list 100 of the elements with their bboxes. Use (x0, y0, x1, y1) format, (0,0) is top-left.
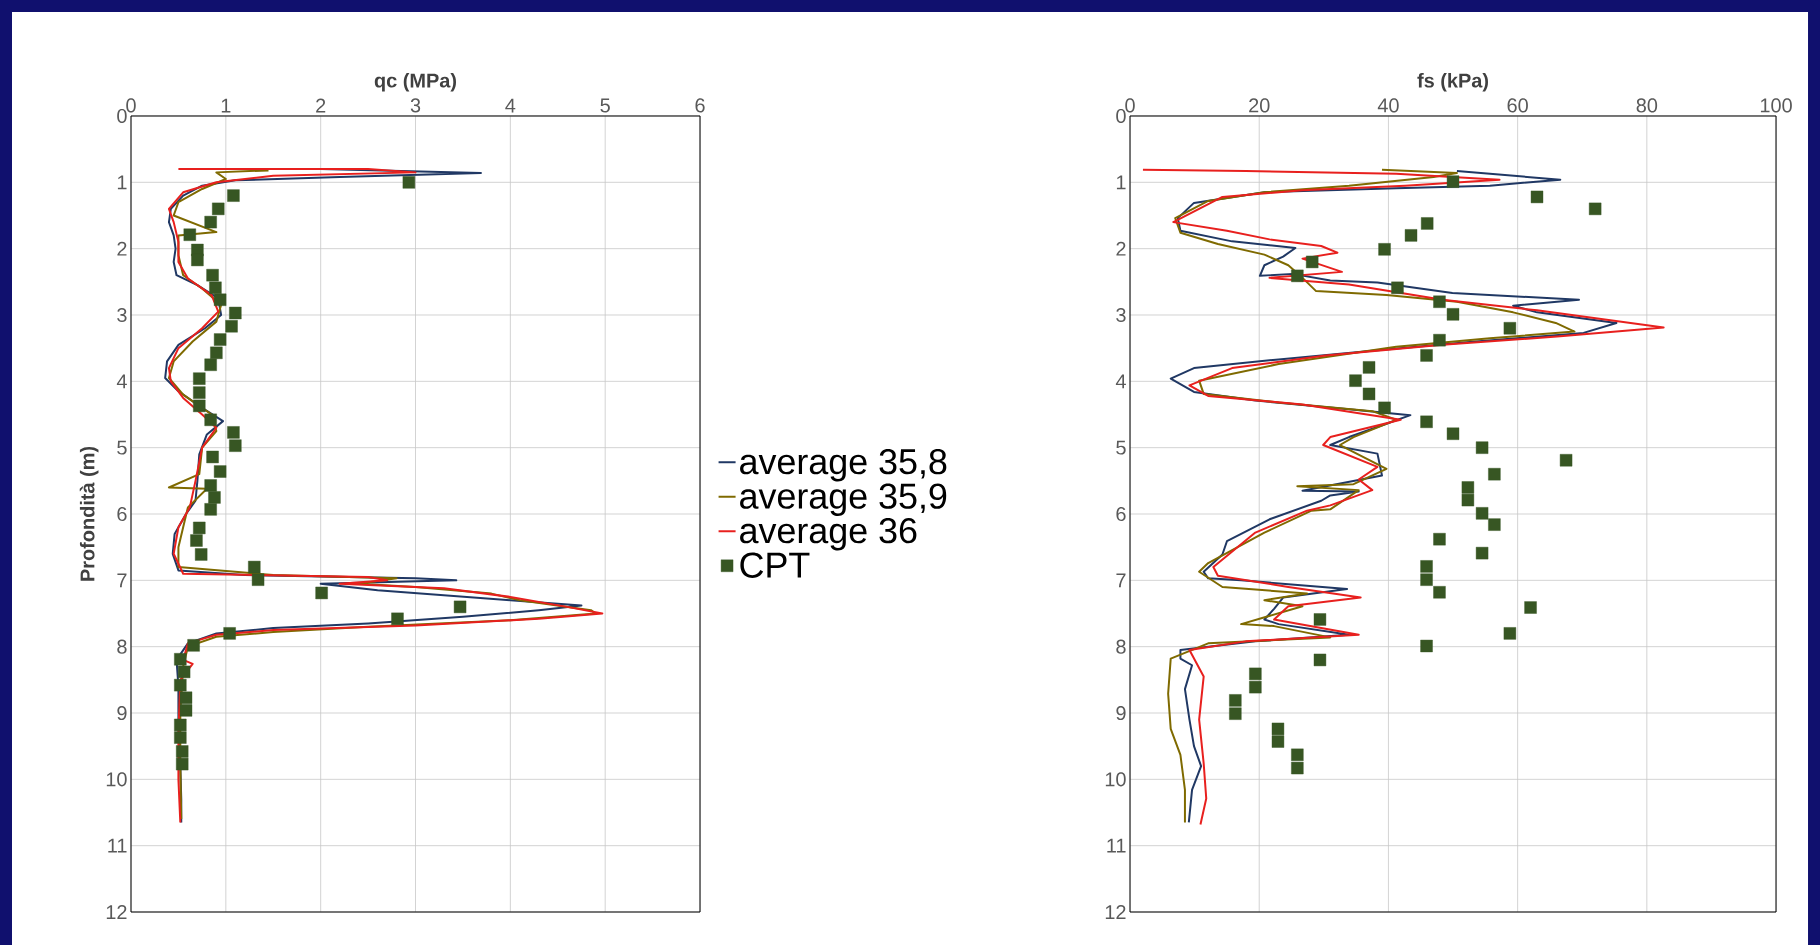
point (453, 600, 467, 614)
x-tick-label: 1 (221, 98, 231, 113)
point (1475, 507, 1489, 520)
point (1291, 269, 1304, 283)
point (1420, 415, 1433, 428)
point (1313, 653, 1327, 667)
point (227, 426, 240, 439)
point (1420, 349, 1433, 362)
point (204, 358, 217, 371)
y-tick-label: 0 (1116, 108, 1126, 124)
point (193, 386, 206, 399)
point (1249, 667, 1262, 681)
y-tick-label: 4 (1115, 374, 1126, 389)
x-tick-label: 3 (410, 98, 421, 113)
point (204, 215, 217, 229)
point (212, 202, 225, 216)
point (1433, 533, 1446, 546)
x-tick-label: 4 (505, 98, 516, 113)
y-tick-label: 9 (117, 705, 127, 721)
point (1524, 601, 1537, 614)
point (1291, 748, 1304, 761)
point (1488, 518, 1501, 531)
y-tick-label: 9 (1116, 705, 1126, 721)
y-tick-label: 4 (116, 374, 127, 389)
point (193, 372, 206, 385)
point (229, 306, 242, 320)
point (1362, 361, 1376, 374)
point (193, 399, 206, 413)
x-tick-label: 5 (600, 98, 610, 113)
point (1362, 387, 1376, 401)
y-tick-label: 5 (1116, 440, 1126, 455)
x-tick-label: 60 (1507, 98, 1528, 113)
point (1349, 374, 1362, 387)
point (1391, 281, 1404, 294)
y-tick-label: 7 (117, 573, 127, 588)
point (187, 639, 200, 652)
y-tick-label: 10 (1105, 772, 1126, 787)
point (315, 586, 328, 600)
point (1559, 454, 1573, 467)
point (1461, 493, 1475, 507)
y-tick-label: 8 (117, 639, 127, 654)
x-tick-label: 2 (316, 98, 326, 113)
point (206, 450, 219, 464)
point (1433, 586, 1446, 599)
point (213, 333, 227, 346)
point (1271, 735, 1285, 748)
point (1420, 639, 1433, 653)
point (1306, 255, 1319, 269)
y-tick-label: 1 (1116, 175, 1126, 190)
point (1530, 190, 1544, 204)
y-tick-label: 12 (106, 905, 127, 919)
x-tick-label: 6 (695, 98, 705, 113)
point (174, 718, 187, 732)
y-tick-label: 5 (117, 440, 127, 455)
x-tick-label: 100 (1760, 98, 1792, 113)
x-tick-label: 40 (1377, 98, 1399, 113)
point (1475, 441, 1489, 454)
x-tick-label: 20 (1249, 98, 1270, 113)
point (1446, 175, 1460, 188)
y-tick-label: 12 (1105, 905, 1126, 919)
point (191, 253, 204, 267)
point (179, 704, 193, 717)
y-tick-label: 10 (106, 772, 127, 787)
y-tick-label: 3 (117, 307, 127, 323)
point (174, 731, 187, 744)
x-axis-title: fs (kPa) (1417, 72, 1488, 92)
point (1313, 613, 1327, 626)
point (1461, 481, 1475, 494)
point (195, 548, 208, 561)
point (402, 176, 416, 189)
point (213, 465, 227, 478)
y-tick-label: 11 (1107, 838, 1126, 853)
point (1229, 694, 1242, 707)
point (213, 293, 227, 306)
point (1446, 308, 1460, 321)
point (179, 691, 193, 704)
point (229, 439, 242, 452)
legend-label: average 35,8 (740, 448, 947, 482)
point (1421, 217, 1434, 230)
point (176, 745, 189, 758)
point (190, 534, 203, 547)
y-tick-label: 8 (1116, 639, 1126, 654)
y-tick-label: 2 (1116, 241, 1126, 256)
point (1420, 573, 1433, 586)
legend-label: average 36 (740, 518, 917, 551)
point (1488, 468, 1501, 481)
y-tick-label: 6 (1116, 506, 1126, 522)
point (206, 269, 219, 282)
point (1404, 229, 1418, 242)
point (174, 678, 187, 692)
x-axis-title: qc (MPa) (374, 72, 457, 92)
y-tick-label: 1 (117, 175, 127, 190)
point (1249, 680, 1262, 694)
point (174, 653, 187, 666)
point (1378, 401, 1391, 415)
y-tick-label: 3 (1116, 307, 1126, 323)
y-axis-title: Profondità (m) (79, 446, 99, 581)
point (208, 491, 221, 504)
point (225, 320, 238, 333)
point (1475, 546, 1489, 560)
